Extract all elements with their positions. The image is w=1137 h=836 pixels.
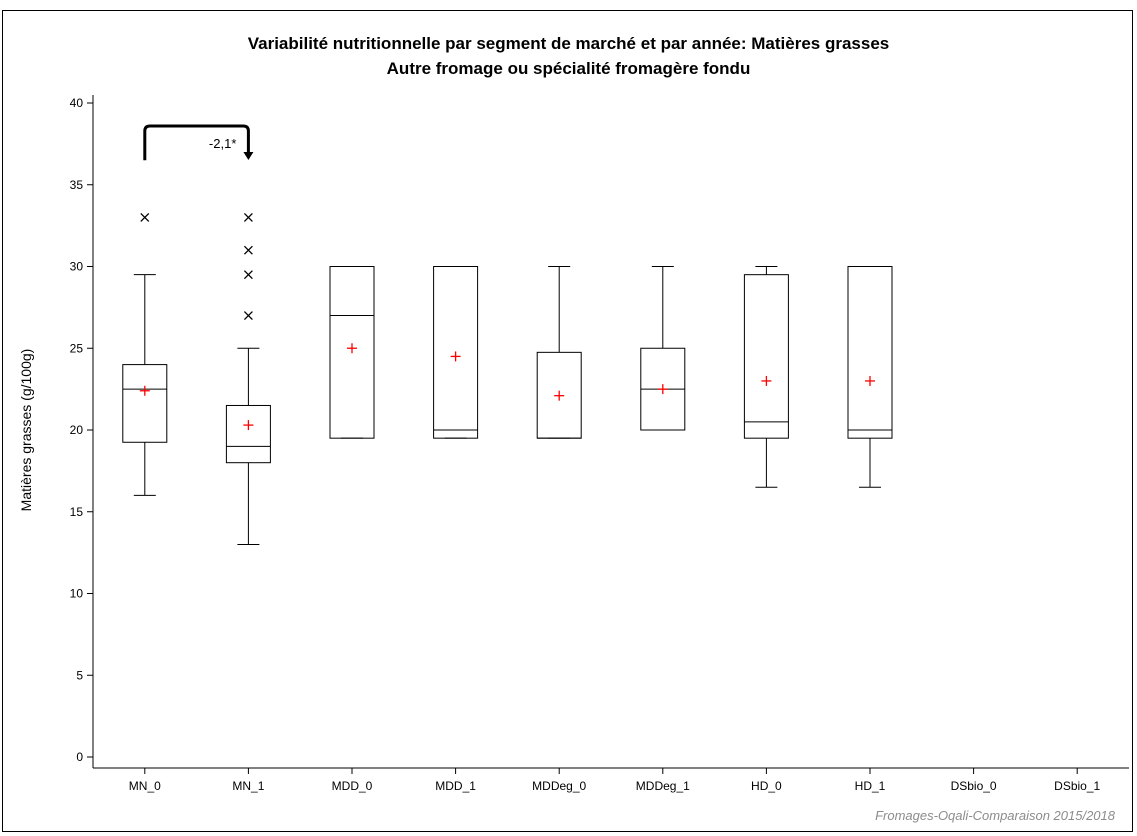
outlier-marker — [140, 212, 150, 222]
box — [122, 364, 168, 443]
box — [433, 266, 479, 439]
significance-bracket — [143, 124, 250, 161]
chart-frame — [2, 10, 1133, 832]
x-tick-label: HD_1 — [855, 779, 886, 793]
arrow-head — [243, 152, 254, 160]
box — [743, 274, 789, 439]
box — [847, 266, 893, 439]
x-tick-label: MN_0 — [129, 779, 161, 793]
x-tick-label: DSbio_1 — [1054, 779, 1100, 793]
outlier-marker — [243, 245, 253, 255]
chart-subtitle: Autre fromage ou spécialité fromagère fo… — [386, 59, 751, 78]
x-tick-label: HD_0 — [751, 779, 782, 793]
x-tick-label: MDD_0 — [332, 779, 373, 793]
box — [225, 404, 271, 464]
y-tick-label: 0 — [76, 750, 83, 764]
y-tick-label: 35 — [70, 178, 84, 192]
outlier-marker — [243, 270, 253, 280]
x-tick-label: MDDeg_0 — [532, 779, 586, 793]
outlier-marker — [243, 311, 253, 321]
x-tick-label: MDDeg_1 — [636, 779, 690, 793]
y-tick-label: 25 — [70, 341, 84, 355]
x-tick-label: MN_1 — [232, 779, 264, 793]
outlier-marker — [243, 212, 253, 222]
x-tick-label: MDD_1 — [435, 779, 476, 793]
y-tick-label: 10 — [70, 587, 84, 601]
chart-title: Variabilité nutritionnelle par segment d… — [247, 34, 890, 53]
y-tick-label: 5 — [76, 668, 83, 682]
y-tick-label: 30 — [70, 260, 84, 274]
y-tick-label: 20 — [70, 423, 84, 437]
y-tick-label: 15 — [70, 505, 84, 519]
significance-label: -2,1* — [209, 136, 236, 151]
y-tick-label: 40 — [70, 96, 84, 110]
box — [329, 266, 375, 439]
x-tick-label: DSbio_0 — [951, 779, 997, 793]
source-note: Fromages-Oqali-Comparaison 2015/2018 — [875, 808, 1115, 823]
